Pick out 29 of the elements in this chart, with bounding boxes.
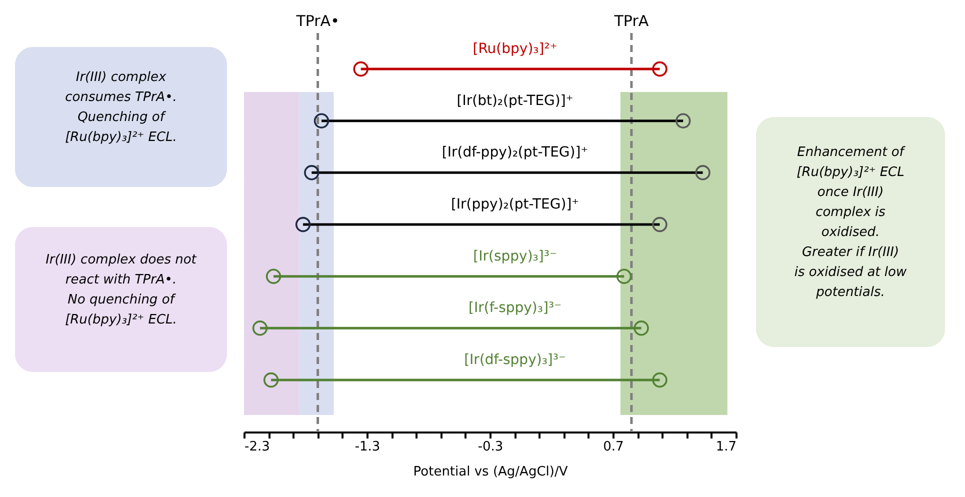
point: [353, 61, 368, 77]
ref-line-label: TPrA•: [295, 12, 340, 30]
point: [314, 113, 330, 128]
point: [652, 216, 668, 232]
x-tick-label: 0.7: [603, 440, 624, 454]
text: No quenching of [Ru(bpy)₃]²⁺ ECL.: [65, 292, 177, 328]
x-tick-label: 1.7: [716, 440, 736, 454]
y-tick-label: [Ir(sppy)₃]³⁻: [473, 248, 557, 264]
text: Ir(III) complex does not react with TPrA•.: [46, 252, 198, 288]
y-tick-label: [Ir(df-ppy)₂(pt-TEG)]⁺: [442, 144, 588, 161]
x-axis-title: Potential vs (Ag/AgCl)/V: [413, 464, 568, 480]
x-tick-label: -2.3: [244, 440, 270, 454]
point: [652, 61, 668, 77]
text: Quenching of [Ru(bpy)₃]²⁺ ECL.: [65, 110, 177, 145]
y-tick-label: [Ir(df-sppy)₃]³⁻: [464, 352, 566, 368]
text: Enhancement of [Ru(bpy)₃]²⁺ ECL once Ir(III) complex is oxidised.: [796, 145, 906, 240]
point: [676, 113, 691, 128]
x-tick-label: -1.3: [354, 440, 380, 454]
y-tick-label: [Ir(f-sppy)₃]³⁻: [468, 300, 562, 316]
point: [304, 165, 320, 180]
text: Ir(III) complex consumes TPrA•.: [65, 70, 177, 105]
ref-line-label: TPrA: [613, 12, 650, 30]
x-tick-label: -0.3: [478, 440, 504, 454]
text: Greater if Ir(III) is oxidised at low potentials.: [794, 245, 907, 300]
y-tick-label: [Ir(bt)₂(pt-TEG)]⁺: [456, 92, 574, 109]
point: [295, 216, 311, 232]
y-tick-label: [Ir(ppy)₂(pt-TEG)]⁺: [450, 196, 580, 212]
y-tick-label: [Ru(bpy)₃]²⁺: [472, 41, 558, 57]
point: [695, 165, 710, 180]
